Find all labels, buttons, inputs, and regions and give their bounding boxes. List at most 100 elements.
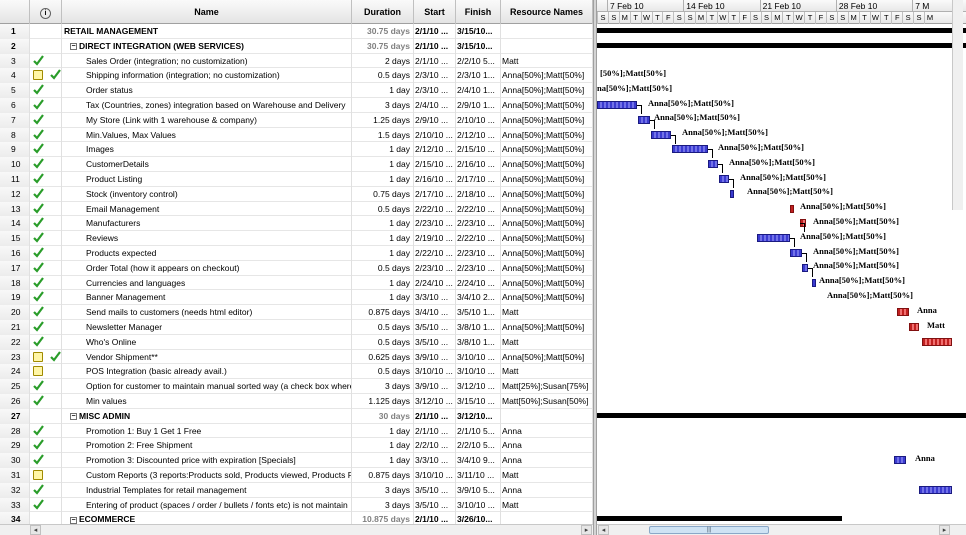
task-duration[interactable]: 0.625 days: [352, 349, 414, 365]
task-finish[interactable]: 3/4/10 9...: [456, 453, 501, 468]
task-resources[interactable]: Anna[50%];Matt[50%]: [501, 275, 593, 291]
start-column-header[interactable]: Start: [414, 0, 456, 24]
task-bar[interactable]: [790, 249, 802, 257]
task-finish[interactable]: 2/23/10 ...: [456, 216, 501, 232]
task-duration[interactable]: 1 day: [352, 157, 414, 172]
row-id[interactable]: 27: [0, 408, 30, 424]
task-resources[interactable]: Anna[50%];Matt[50%]: [501, 201, 593, 217]
note-icon[interactable]: [33, 470, 43, 480]
task-resources[interactable]: Anna: [501, 423, 593, 439]
task-duration[interactable]: 2 days: [352, 53, 414, 69]
task-resources[interactable]: Matt: [501, 334, 593, 350]
task-resources[interactable]: [501, 24, 593, 39]
task-name[interactable]: − DIRECT INTEGRATION (WEB SERVICES): [62, 38, 352, 54]
collapse-toggle-icon[interactable]: −: [70, 413, 77, 421]
gantt-scroll-left-arrow-icon[interactable]: ◂: [598, 525, 609, 535]
task-bar[interactable]: [922, 337, 952, 346]
table-row[interactable]: 4 Shipping information (integration; no c…: [0, 68, 593, 84]
row-id[interactable]: 31: [0, 468, 30, 483]
table-row[interactable]: 17 Order Total (how it appears on checkou…: [0, 260, 593, 276]
table-row[interactable]: 23 Vendor Shipment** 0.625 days 3/9/10 ... 3…: [0, 349, 593, 365]
task-start[interactable]: 3/9/10 ...: [414, 349, 456, 365]
task-start[interactable]: 3/12/10 ...: [414, 394, 456, 409]
task-start[interactable]: 3/4/10 ...: [414, 305, 456, 320]
table-row[interactable]: 29 Promotion 2: Free Shipment 1 day 2/2/10 …: [0, 438, 593, 454]
task-finish[interactable]: 3/26/10...: [456, 512, 501, 528]
row-id[interactable]: 32: [0, 482, 30, 498]
task-start[interactable]: 2/1/10 ...: [414, 512, 456, 528]
row-id[interactable]: 3: [0, 53, 30, 69]
table-row[interactable]: 19 Banner Management 1 day 3/3/10 ... 3/4/10…: [0, 290, 593, 306]
row-id[interactable]: 28: [0, 423, 30, 439]
task-duration[interactable]: 0.5 days: [352, 260, 414, 276]
task-resources[interactable]: Anna[50%];Matt[50%]: [501, 172, 593, 187]
task-finish[interactable]: 2/18/10 ...: [456, 186, 501, 202]
task-name[interactable]: Min.Values, Max Values: [62, 127, 352, 143]
task-name[interactable]: Products expected: [62, 246, 352, 261]
task-start[interactable]: 3/10/10 ...: [414, 364, 456, 380]
task-resources[interactable]: [501, 512, 593, 528]
task-finish[interactable]: 3/15/10...: [456, 24, 501, 39]
summary-bar[interactable]: [597, 516, 842, 522]
task-start[interactable]: 3/3/10 ...: [414, 290, 456, 306]
task-start[interactable]: 3/5/10 ...: [414, 334, 456, 350]
table-row[interactable]: 8 Min.Values, Max Values 1.5 days 2/10/10 .…: [0, 127, 593, 143]
task-resources[interactable]: Anna[50%];Matt[50%]: [501, 83, 593, 98]
task-start[interactable]: 2/1/10 ...: [414, 24, 456, 39]
task-start[interactable]: 2/23/10 ...: [414, 216, 456, 232]
task-bar[interactable]: [909, 323, 919, 331]
task-resources[interactable]: Anna[50%];Matt[50%]: [501, 112, 593, 128]
task-name[interactable]: Images: [62, 142, 352, 158]
task-start[interactable]: 2/3/10 ...: [414, 68, 456, 84]
task-start[interactable]: 2/24/10 ...: [414, 275, 456, 291]
row-id[interactable]: 10: [0, 157, 30, 172]
task-finish[interactable]: 2/4/10 1...: [456, 83, 501, 98]
table-row[interactable]: 3 Sales Order (integration; no customizat…: [0, 53, 593, 69]
gantt-horizontal-scrollbar[interactable]: ◂ ||| ▸: [597, 524, 966, 535]
task-resources[interactable]: Anna[50%];Matt[50%]: [501, 349, 593, 365]
task-duration[interactable]: 1.125 days: [352, 394, 414, 409]
task-resources[interactable]: Anna: [501, 482, 593, 498]
task-duration[interactable]: 30.75 days: [352, 38, 414, 54]
task-name[interactable]: Tax (Countries, zones) integration based…: [62, 98, 352, 113]
task-name[interactable]: My Store (Link with 1 warehouse & compan…: [62, 112, 352, 128]
task-duration[interactable]: 0.875 days: [352, 305, 414, 320]
task-name[interactable]: Option for customer to maintain manual s…: [62, 379, 352, 394]
row-id[interactable]: 9: [0, 142, 30, 158]
task-finish[interactable]: 2/12/10 ...: [456, 127, 501, 143]
task-duration[interactable]: 1 day: [352, 83, 414, 98]
table-row[interactable]: 6 Tax (Countries, zones) integration base…: [0, 98, 593, 113]
task-resources[interactable]: Anna[50%];Matt[50%]: [501, 157, 593, 172]
scroll-left-arrow-icon[interactable]: ◂: [30, 525, 41, 535]
task-bar[interactable]: [730, 189, 734, 198]
task-finish[interactable]: 3/5/10 1...: [456, 305, 501, 320]
task-duration[interactable]: 0.5 days: [352, 334, 414, 350]
task-resources[interactable]: Anna[50%];Matt[50%]: [501, 142, 593, 158]
task-name[interactable]: Newsletter Manager: [62, 320, 352, 335]
table-row[interactable]: 7 My Store (Link with 1 warehouse & compa…: [0, 112, 593, 128]
task-name[interactable]: Send mails to customers (needs html edit…: [62, 305, 352, 320]
task-name[interactable]: Min values: [62, 394, 352, 409]
table-row[interactable]: 12 Stock (inventory control) 0.75 days 2/17…: [0, 186, 593, 202]
task-name[interactable]: Reviews: [62, 231, 352, 246]
task-bar[interactable]: [719, 175, 729, 183]
gantt-vertical-scrollbar[interactable]: [952, 0, 963, 210]
task-resources[interactable]: Anna[50%];Matt[50%]: [501, 98, 593, 113]
task-bar[interactable]: [802, 263, 808, 272]
table-row[interactable]: 26 Min values 1.125 days 3/12/10 ... 3/15/10…: [0, 394, 593, 409]
task-duration[interactable]: 3 days: [352, 98, 414, 113]
task-resources[interactable]: Matt[25%];Susan[75%]: [501, 379, 593, 394]
task-finish[interactable]: 2/22/10 ...: [456, 201, 501, 217]
task-start[interactable]: 2/17/10 ...: [414, 186, 456, 202]
task-duration[interactable]: 0.875 days: [352, 468, 414, 483]
task-duration[interactable]: 3 days: [352, 482, 414, 498]
task-finish[interactable]: 3/8/10 1...: [456, 320, 501, 335]
task-bar[interactable]: [651, 130, 671, 139]
task-finish[interactable]: 3/12/10 ...: [456, 379, 501, 394]
task-name[interactable]: Entering of product (spaces / order / bu…: [62, 497, 352, 513]
task-resources[interactable]: Matt: [501, 53, 593, 69]
duration-column-header[interactable]: Duration: [352, 0, 414, 24]
task-name[interactable]: Sales Order (integration; no customizati…: [62, 53, 352, 69]
task-name[interactable]: Currencies and languages: [62, 275, 352, 291]
task-name[interactable]: Custom Reports (3 reports:Products sold,…: [62, 468, 352, 483]
